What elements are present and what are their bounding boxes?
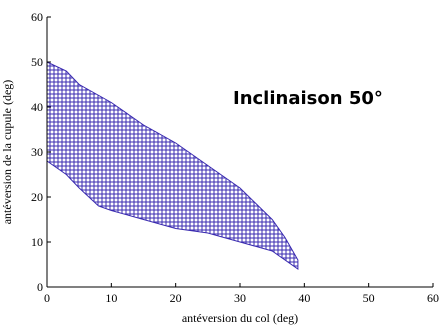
x-tick-label: 50 [363, 291, 375, 305]
x-tick-label: 60 [427, 291, 439, 305]
annotation-label: Inclinaison 50° [233, 88, 383, 109]
y-axis-label: antéversion de la cupule (deg) [0, 80, 14, 225]
y-tick-label: 0 [37, 280, 43, 294]
feasible-region [46, 61, 299, 270]
y-tick-label: 30 [31, 145, 43, 159]
x-tick-label: 10 [105, 291, 117, 305]
y-tick-label: 20 [31, 190, 43, 204]
x-tick-label: 40 [298, 291, 310, 305]
plot-area [46, 61, 299, 270]
x-tick-label: 0 [44, 291, 50, 305]
y-tick-label: 60 [31, 10, 43, 24]
x-axis-label: antéversion du col (deg) [182, 311, 298, 325]
y-tick-label: 40 [31, 100, 43, 114]
x-ticks: 0 10 20 30 40 50 60 [44, 283, 439, 305]
y-ticks: 0 10 20 30 40 50 60 [31, 10, 51, 294]
x-tick-label: 20 [170, 291, 182, 305]
x-tick-label: 30 [234, 291, 246, 305]
y-tick-label: 10 [31, 235, 43, 249]
y-tick-label: 50 [31, 55, 43, 69]
